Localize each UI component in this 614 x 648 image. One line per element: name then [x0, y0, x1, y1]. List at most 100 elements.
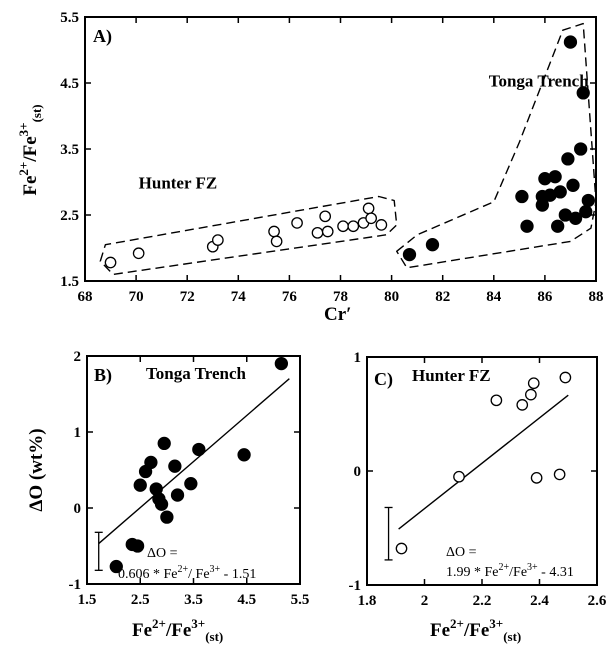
panel-c-equation-line2: 1.99 * Fe2+/Fe3+ - 4.31 — [446, 562, 574, 580]
x-tick-label: 86 — [537, 289, 553, 305]
data-point-filled — [581, 193, 595, 208]
data-point-open — [311, 226, 324, 239]
x-tick-label: 2.5 — [131, 592, 150, 608]
x-tick-label: 70 — [129, 289, 144, 305]
panel-b-label: B) — [94, 365, 112, 386]
data-point-open — [530, 471, 543, 484]
data-point-filled — [551, 219, 565, 233]
data-point-open — [525, 388, 537, 401]
data-point-filled — [574, 142, 588, 156]
y-tick-label: 1 — [74, 425, 82, 441]
data-point-open — [375, 219, 388, 231]
y-tick-label: -1 — [349, 578, 362, 594]
panel-b: 1.5 2.5 3.5 4.5 5.5 -1 0 1 2 B) Tonga Trench ΔO … — [26, 349, 309, 644]
annotation-tonga-trench: Tonga Trench — [489, 71, 590, 90]
data-point-filled — [184, 477, 198, 491]
x-tick-label: 2.6 — [588, 593, 607, 609]
data-point-open — [337, 220, 349, 233]
panel-c-equation-line1: ΔO = — [446, 545, 477, 560]
x-tick-label: 88 — [589, 289, 604, 305]
data-point-open — [516, 399, 529, 411]
data-point-open — [132, 247, 145, 260]
data-point-filled — [425, 238, 440, 252]
x-tick-label: 68 — [78, 289, 93, 305]
x-tick-label: 1.8 — [358, 593, 377, 609]
y-tick-label: 1 — [354, 350, 362, 366]
x-tick-label: 78 — [333, 289, 348, 305]
data-point-filled — [561, 152, 575, 166]
envelope — [396, 22, 597, 269]
panel-c-title: Hunter FZ — [412, 366, 491, 385]
data-point-open — [104, 256, 117, 269]
x-tick-label: 4.5 — [237, 592, 256, 608]
data-point-filled — [160, 510, 174, 524]
data-point-open — [490, 394, 503, 407]
data-point-filled — [109, 559, 123, 574]
panel-c-label: C) — [374, 369, 393, 390]
panel-b-equation-line1: ΔO = — [147, 546, 178, 561]
data-point-open — [270, 235, 283, 248]
data-point-open — [291, 217, 303, 229]
regression-line — [398, 394, 569, 530]
panel-c: 1.8 2 2.2 2.4 2.6 -1 0 1 C) Hunter FZ ΔO = 1.99… — [349, 350, 607, 644]
panel-b-title: Tonga Trench — [146, 364, 247, 383]
data-point-open — [527, 377, 540, 390]
data-point-open — [362, 202, 375, 215]
x-tick-label: 76 — [282, 289, 298, 305]
data-point-open — [347, 220, 360, 233]
y-tick-label: 3.5 — [60, 142, 79, 158]
data-point-filled — [274, 356, 289, 371]
data-point-filled — [402, 247, 417, 262]
data-point-filled — [144, 455, 158, 470]
data-point-open — [559, 371, 572, 384]
envelope — [99, 195, 398, 276]
data-point-filled — [157, 436, 171, 451]
x-tick-label: 84 — [486, 289, 502, 305]
panel-a-y-axis-label: Fe2+/Fe3+(st) — [16, 104, 44, 195]
y-tick-label: 2.5 — [60, 208, 79, 224]
data-point-open — [553, 468, 566, 481]
y-tick-label: 0 — [74, 501, 82, 517]
data-point-open — [365, 212, 378, 225]
data-point-filled — [192, 442, 206, 457]
x-tick-label: 80 — [384, 289, 399, 305]
panel-a-label: A) — [93, 26, 112, 47]
data-point-filled — [168, 459, 182, 473]
y-tick-label: 0 — [354, 464, 362, 480]
x-tick-label: 5.5 — [291, 592, 310, 608]
x-tick-label: 74 — [231, 289, 247, 305]
data-point-filled — [237, 448, 251, 462]
panel-b-x-axis-label: Fe2+/Fe3+(st) — [132, 616, 223, 644]
data-point-filled — [154, 497, 169, 511]
data-point-filled — [576, 86, 590, 100]
data-point-open — [395, 542, 408, 555]
data-point-filled — [520, 219, 534, 233]
data-point-filled — [563, 35, 578, 49]
data-point-open — [321, 225, 334, 238]
annotation-hunter-fz: Hunter FZ — [139, 174, 218, 193]
panel-a: 68 70 72 74 76 78 80 82 84 86 88 1.5 2.5 3.5 4.5 5.5 A)… — [16, 10, 604, 325]
data-point-filled — [170, 488, 185, 502]
panel-a-x-axis-label: Cr′ — [324, 304, 352, 325]
panel-c-x-axis-label: Fe2+/Fe3+(st) — [430, 616, 521, 644]
data-point-open — [212, 234, 224, 246]
data-point-open — [268, 225, 280, 238]
y-tick-label: 4.5 — [60, 76, 79, 92]
x-tick-label: 82 — [435, 289, 450, 305]
panel-b-y-axis-label: ΔO (wt%) — [26, 428, 47, 511]
panel-b-equation-line2: 0.606 * Fe2+/ Fe3+ - 1.51 — [118, 564, 256, 582]
x-tick-label: 1.5 — [78, 592, 97, 608]
data-point-filled — [133, 478, 147, 492]
regression-line — [98, 378, 290, 545]
data-point-open — [319, 210, 332, 223]
data-point-filled — [566, 178, 580, 192]
y-tick-label: 2 — [74, 349, 82, 365]
data-point-filled — [553, 185, 567, 199]
x-tick-label: 3.5 — [184, 592, 203, 608]
data-point-filled — [579, 205, 593, 219]
y-tick-label: 1.5 — [60, 274, 79, 290]
data-point-open — [453, 470, 465, 483]
panel-b-frame — [86, 355, 301, 585]
x-tick-label: 2.2 — [473, 593, 492, 609]
